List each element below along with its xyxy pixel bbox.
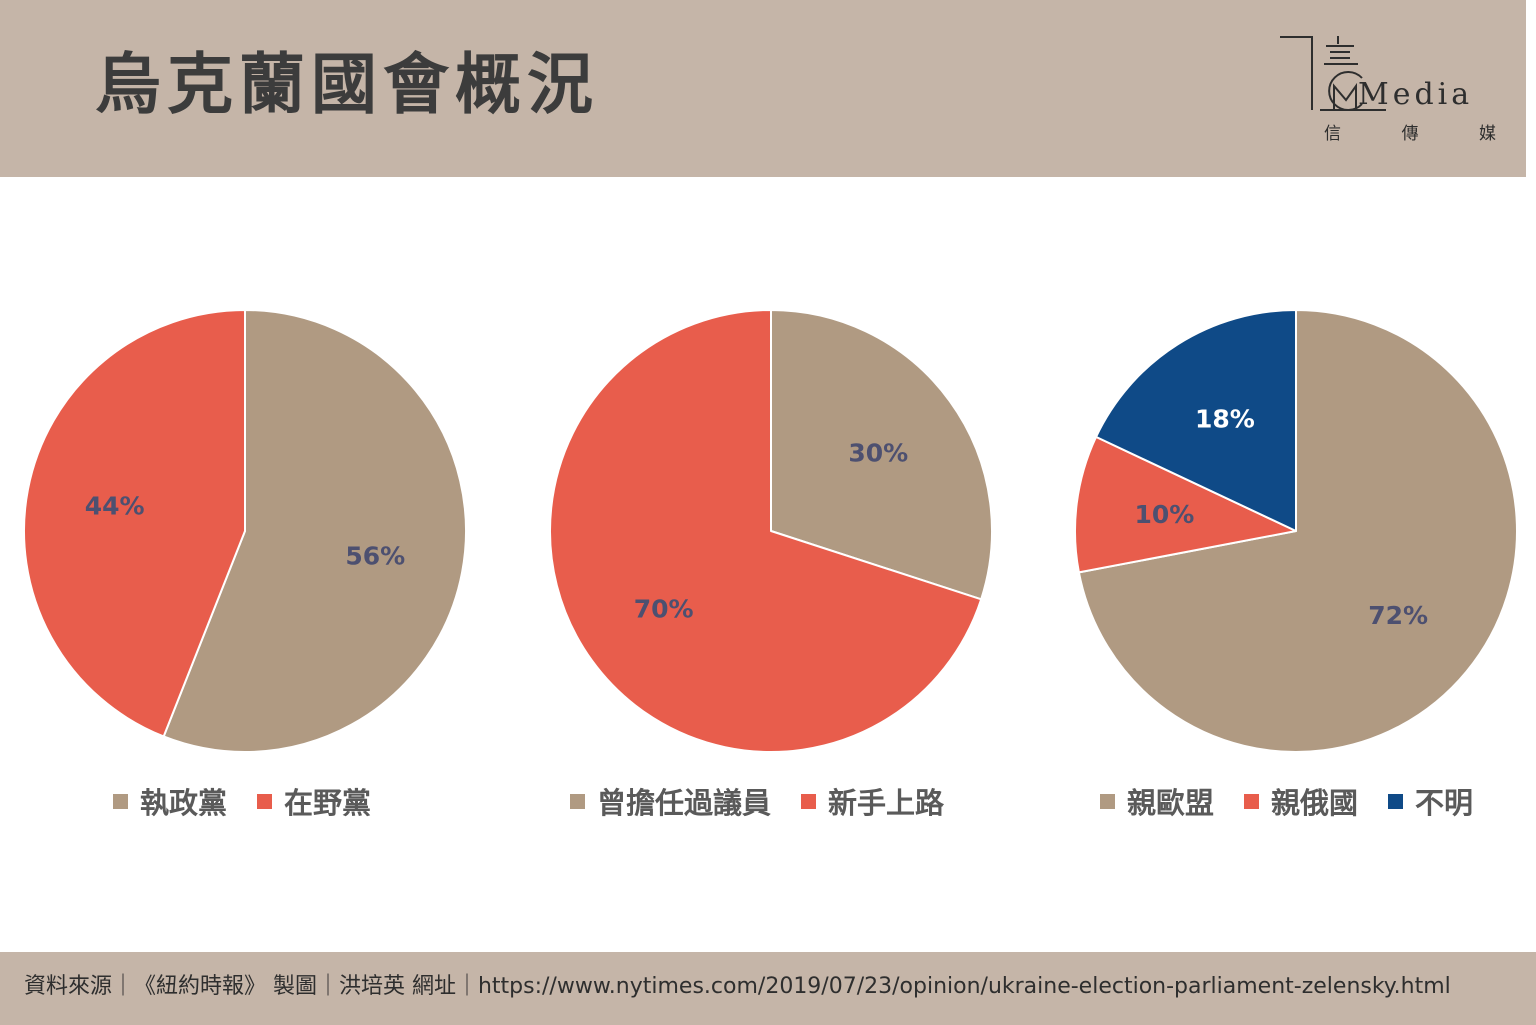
pie-chart-experience: 30% 70% [549,309,993,753]
logo-subtitle-char: 信 [1324,124,1341,144]
legend-item: 執政黨 [113,780,227,822]
pie-slice [1074,435,1297,574]
legend-item: 親俄國 [1244,780,1358,822]
legend-experience: 曾擔任過議員 新手上路 [570,780,944,822]
logo-subtitle-char: 傳 [1401,124,1419,144]
legend-item: 不明 [1388,780,1473,822]
legend-item: 新手上路 [801,780,944,822]
pie-chart-party: 56% 44% [23,309,467,753]
page-title: 烏克蘭國會概況 [95,46,599,123]
legend-label: 新手上路 [828,786,945,820]
pie-data-label: 56% [345,541,405,570]
pie-slice [23,309,246,738]
pie-slice [1095,309,1297,532]
logo-subtitle-char: 媒 [1479,124,1496,144]
pie-data-label: 30% [848,439,908,468]
legend-swatch [1388,793,1404,809]
logo-media-text: Media [1358,77,1474,112]
legend-label: 在野黨 [284,786,372,820]
legend-item: 親歐盟 [1100,780,1214,822]
legend-stance: 親歐盟 親俄國 不明 [1100,780,1473,822]
pie-slice [162,309,467,753]
source-credit: 資料來源｜《紐約時報》 製圖｜洪培英 網址｜https://www.nytime… [24,974,1451,999]
legend-swatch [1244,793,1260,809]
pie-slice [549,309,983,753]
legend-item: 曾擔任過議員 [570,780,771,822]
legend-label: 親俄國 [1271,786,1359,820]
legend-label: 親歐盟 [1127,786,1215,820]
pie-data-label: 10% [1134,500,1194,529]
legend-swatch [113,793,128,809]
legend-swatch [1100,793,1115,809]
legend-party: 執政黨 在野黨 [113,780,371,822]
legend-swatch [801,793,817,809]
legend-label: 不明 [1415,786,1474,820]
legend-label: 執政黨 [140,786,228,820]
legend-swatch [257,793,273,809]
legend-swatch [570,793,585,809]
pie-chart-stance: 72% 10% 18% [1074,309,1518,753]
pie-data-label: 72% [1368,601,1428,630]
pie-data-label: 18% [1195,405,1255,434]
pie-data-label: 44% [85,492,145,521]
footer-banner: 資料來源｜《紐約時報》 製圖｜洪培英 網址｜https://www.nytime… [0,952,1536,1025]
legend-label: 曾擔任過議員 [597,786,772,820]
logo-mark-icon [1280,36,1386,111]
pie-data-label: 70% [634,594,694,623]
legend-item: 在野黨 [257,780,371,822]
header-banner: 烏克蘭國會概況 Media 信 傳 媒 [0,0,1526,177]
media-logo: Media 信 傳 媒 [1276,34,1506,154]
pie-slice [1077,309,1518,753]
logo-subtitle: 信 傳 媒 [1324,126,1496,143]
pie-slice [770,309,993,601]
